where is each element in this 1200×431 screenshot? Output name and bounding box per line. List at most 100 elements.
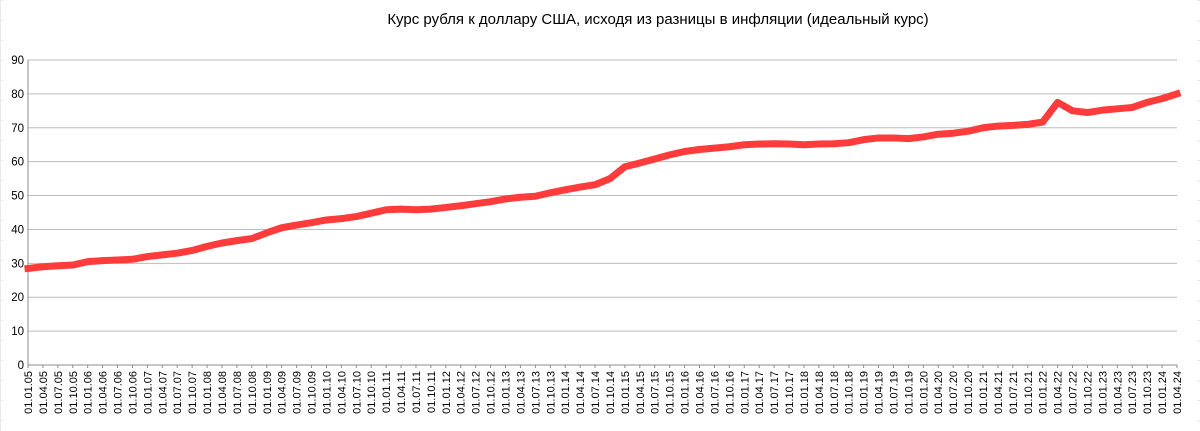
y-tick-label: 50 xyxy=(11,191,24,203)
x-tick-label: 01.07.21 xyxy=(1008,371,1020,414)
data-point xyxy=(382,206,390,213)
x-tick-label: 01.04.16 xyxy=(694,371,706,414)
x-tick-label: 01.01.12 xyxy=(441,371,453,414)
data-point xyxy=(1173,90,1181,98)
data-point xyxy=(412,206,420,213)
data-point xyxy=(935,131,942,138)
x-tick-label: 01.04.10 xyxy=(336,371,348,414)
x-tick-label: 01.01.07 xyxy=(142,371,154,414)
data-point xyxy=(263,229,270,237)
data-point xyxy=(233,237,241,244)
x-tick-label: 01.04.24 xyxy=(1172,371,1184,414)
data-point xyxy=(69,261,76,269)
data-point xyxy=(338,215,345,222)
x-tick-label: 01.01.14 xyxy=(560,371,572,414)
data-point xyxy=(353,213,360,220)
x-tick-label: 01.04.18 xyxy=(814,371,826,414)
x-tick-label: 01.04.11 xyxy=(396,371,408,413)
x-tick-label: 01.10.18 xyxy=(844,371,856,414)
data-point xyxy=(114,256,121,264)
x-tick-label: 01.07.09 xyxy=(292,371,304,414)
x-tick-label: 01.10.07 xyxy=(187,371,199,414)
data-point xyxy=(770,140,778,147)
x-tick-label: 01.07.22 xyxy=(1068,371,1080,414)
x-tick-label: 01.10.20 xyxy=(963,371,975,414)
data-point xyxy=(561,186,569,193)
x-tick-label: 01.04.23 xyxy=(1112,371,1124,414)
chart-area[interactable]: Курс рубля к доллару США, исходя из разн… xyxy=(3,0,1197,431)
data-point xyxy=(591,181,599,188)
data-point xyxy=(532,193,539,200)
data-point xyxy=(860,136,867,143)
x-tick-label: 01.04.05 xyxy=(38,371,50,414)
data-point xyxy=(711,144,718,152)
x-tick-label: 01.10.13 xyxy=(545,371,557,414)
data-point xyxy=(949,130,957,137)
data-point xyxy=(427,205,435,213)
data-point xyxy=(1129,104,1136,111)
x-tick-label: 01.01.16 xyxy=(680,371,692,414)
data-point xyxy=(368,209,375,217)
x-tick-label: 01.04.19 xyxy=(874,371,886,414)
y-tick-label: 0 xyxy=(18,360,24,372)
data-point xyxy=(278,224,285,231)
x-tick-label: 01.01.13 xyxy=(501,371,513,414)
x-tick-label: 01.07.06 xyxy=(113,371,125,414)
data-point xyxy=(144,253,151,260)
x-tick-label: 01.04.13 xyxy=(515,371,527,414)
x-tick-label: 01.07.17 xyxy=(769,371,781,414)
gridlines xyxy=(28,59,1177,366)
y-tick-label: 30 xyxy=(11,258,24,270)
data-point xyxy=(203,243,211,250)
x-tick-label: 01.07.11 xyxy=(411,371,423,413)
data-point xyxy=(1084,109,1091,116)
data-point xyxy=(54,262,62,269)
x-tick-label: 01.04.09 xyxy=(277,371,289,414)
data-point xyxy=(905,135,912,142)
x-tick-label: 01.04.20 xyxy=(933,371,945,414)
data-point xyxy=(397,205,405,213)
x-tick-label: 01.07.13 xyxy=(530,371,542,414)
data-point xyxy=(188,247,196,254)
series-layer xyxy=(24,89,1182,273)
x-tick-label: 01.10.08 xyxy=(247,371,259,414)
x-tick-label: 01.07.07 xyxy=(172,371,184,414)
x-tick-label: 01.07.23 xyxy=(1127,371,1139,414)
data-point xyxy=(815,140,823,148)
x-tick-label: 01.01.15 xyxy=(620,371,632,414)
x-tick-label: 01.07.10 xyxy=(351,371,363,414)
x-tick-label: 01.01.18 xyxy=(799,371,811,414)
x-axis-tick-labels: 01.01.05 01.04.05 01.07.05 01.10.05 01.01.06… xyxy=(23,365,1184,414)
data-point xyxy=(1054,99,1061,106)
data-point xyxy=(174,249,181,257)
y-axis-tick-labels: 0 10 20 30 40 50 60 70 80 90 xyxy=(11,55,24,372)
data-point xyxy=(1143,99,1151,106)
data-point xyxy=(472,200,479,207)
x-tick-label: 01.10.23 xyxy=(1142,371,1154,414)
x-tick-label: 01.10.09 xyxy=(307,371,319,414)
x-tick-label: 01.10.21 xyxy=(1023,371,1035,414)
chart-title: Курс рубля к доллару США, исходя из разн… xyxy=(387,11,929,28)
data-point xyxy=(979,124,987,131)
x-tick-label: 01.01.08 xyxy=(202,371,214,414)
data-point xyxy=(920,133,927,141)
x-tick-label: 01.10.16 xyxy=(724,371,736,414)
x-tick-label: 01.01.21 xyxy=(978,371,990,414)
series-line xyxy=(24,89,1182,273)
x-tick-label: 01.10.11 xyxy=(426,371,438,413)
data-point xyxy=(1009,122,1017,129)
axes xyxy=(27,60,1177,366)
x-tick-label: 01.07.19 xyxy=(888,371,900,414)
data-point xyxy=(800,141,808,148)
x-tick-label: 01.01.22 xyxy=(1038,371,1050,414)
x-tick-label: 01.01.20 xyxy=(918,371,930,414)
x-tick-label: 01.07.12 xyxy=(471,371,483,414)
data-point xyxy=(517,194,524,201)
y-tick-label: 80 xyxy=(11,89,24,101)
x-tick-label: 01.07.15 xyxy=(650,371,662,414)
y-tick-label: 10 xyxy=(11,326,24,338)
x-tick-label: 01.07.20 xyxy=(948,371,960,414)
y-tick-label: 70 xyxy=(11,123,24,135)
data-point xyxy=(1099,106,1106,114)
data-point xyxy=(830,140,837,147)
